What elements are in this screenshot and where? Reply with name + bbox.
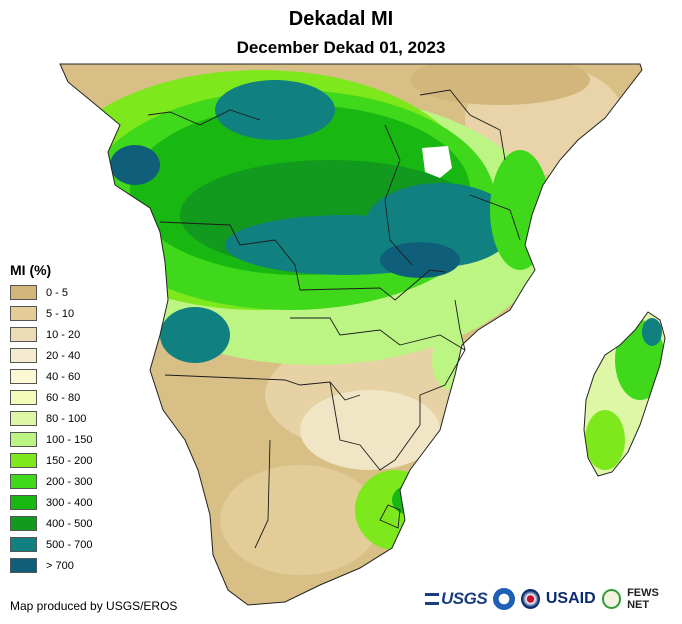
border-tanzania bbox=[469, 194, 521, 241]
legend-item: 150 - 200 bbox=[10, 450, 92, 471]
legend-swatch bbox=[10, 369, 37, 384]
usgs-logo: USGS bbox=[425, 589, 488, 609]
legend-item: 60 - 80 bbox=[10, 387, 92, 408]
border-botswana bbox=[329, 381, 421, 471]
madagascar-coastline bbox=[583, 311, 666, 477]
legend-item: 5 - 10 bbox=[10, 303, 92, 324]
legend-swatch bbox=[10, 453, 37, 468]
legend-item: 500 - 700 bbox=[10, 534, 92, 555]
southeast-green bbox=[355, 470, 435, 550]
angola-wet-spot bbox=[160, 307, 230, 363]
legend-swatch bbox=[10, 432, 37, 447]
map-subtitle: December Dekad 01, 2023 bbox=[236, 38, 446, 57]
legend-swatch bbox=[10, 348, 37, 363]
legend-item: 20 - 40 bbox=[10, 345, 92, 366]
border-great-lakes bbox=[384, 124, 413, 266]
legend-swatch bbox=[10, 285, 37, 300]
northern-wet-spot bbox=[215, 80, 335, 140]
noaa-emblem-icon bbox=[493, 588, 515, 610]
legend-label: 200 - 300 bbox=[46, 475, 93, 488]
horn-dry-zone bbox=[410, 64, 590, 105]
lake-victoria bbox=[422, 146, 452, 178]
legend-swatch bbox=[10, 495, 37, 510]
legend-item: 100 - 150 bbox=[10, 429, 92, 450]
border-zimbabwe bbox=[399, 334, 466, 425]
legend-item: 10 - 20 bbox=[10, 324, 92, 345]
border-angola-drc bbox=[159, 221, 446, 301]
border-lesotho bbox=[379, 504, 401, 529]
legend-swatch bbox=[10, 306, 37, 321]
east-coast-green bbox=[490, 150, 550, 270]
border-cameroon bbox=[147, 109, 261, 126]
legend-item: 80 - 100 bbox=[10, 408, 92, 429]
border-angola-namibia bbox=[164, 374, 361, 401]
credit-text: Map produced by USGS/EROS bbox=[10, 599, 178, 613]
legend-label: 80 - 100 bbox=[46, 412, 87, 425]
legend-label: 150 - 200 bbox=[46, 454, 93, 467]
country-borders bbox=[147, 89, 521, 549]
border-angola-zambia bbox=[290, 317, 401, 346]
legend-swatch bbox=[10, 390, 37, 405]
legend-swatch bbox=[10, 516, 37, 531]
usgs-wave-icon bbox=[425, 593, 439, 605]
gabon-coast-wet bbox=[110, 145, 160, 185]
border-ethiopia bbox=[419, 89, 506, 161]
southeast-wet bbox=[392, 485, 428, 515]
legend-label: 5 - 10 bbox=[46, 307, 75, 320]
legend-swatch bbox=[10, 411, 37, 426]
border-malawi bbox=[454, 299, 466, 351]
legend-swatch bbox=[10, 474, 37, 489]
legend-title: MI (%) bbox=[10, 262, 52, 278]
legend-label: 10 - 20 bbox=[46, 328, 81, 341]
legend-item: 300 - 400 bbox=[10, 492, 92, 513]
fewsnet-logo: FEWS NET bbox=[627, 587, 659, 611]
legend-item: 400 - 500 bbox=[10, 513, 92, 534]
legend-item: 40 - 60 bbox=[10, 366, 92, 387]
usaid-logo: USAID bbox=[545, 590, 596, 607]
legend-label: 400 - 500 bbox=[46, 517, 93, 530]
legend: MI (%) 0 - 5 5 - 10 10 - 20 20 - 40 40 - 60 6… bbox=[10, 262, 92, 576]
legend-label: 100 - 150 bbox=[46, 433, 93, 446]
legend-items: 0 - 5 5 - 10 10 - 20 20 - 40 40 - 60 60 - 80 8… bbox=[10, 282, 92, 576]
legend-label: 40 - 60 bbox=[46, 370, 81, 383]
extreme-wet-spot bbox=[380, 242, 460, 278]
legend-swatch bbox=[10, 537, 37, 552]
legend-label: 0 - 5 bbox=[46, 286, 69, 299]
border-namibia-south-africa bbox=[254, 439, 271, 549]
legend-item: > 700 bbox=[10, 555, 92, 576]
map-title: Dekadal MI bbox=[288, 8, 394, 30]
legend-swatch bbox=[10, 558, 37, 573]
madagascar-wet-spot bbox=[642, 318, 662, 346]
legend-label: 60 - 80 bbox=[46, 391, 81, 404]
fewsnet-globe-icon bbox=[601, 589, 622, 609]
legend-item: 200 - 300 bbox=[10, 471, 92, 492]
madagascar-map bbox=[584, 312, 665, 476]
usgs-text: USGS bbox=[441, 589, 488, 608]
legend-label: > 700 bbox=[46, 559, 74, 572]
usaid-seal-icon bbox=[520, 589, 540, 609]
legend-item: 0 - 5 bbox=[10, 282, 92, 303]
madagascar-south-green bbox=[585, 410, 625, 470]
legend-label: 500 - 700 bbox=[46, 538, 93, 551]
legend-swatch bbox=[10, 327, 37, 342]
cape-dry-zone bbox=[220, 465, 380, 575]
legend-label: 20 - 40 bbox=[46, 349, 81, 362]
logo-bar: USGS USAID FEWS NET bbox=[425, 584, 682, 614]
legend-label: 300 - 400 bbox=[46, 496, 93, 509]
